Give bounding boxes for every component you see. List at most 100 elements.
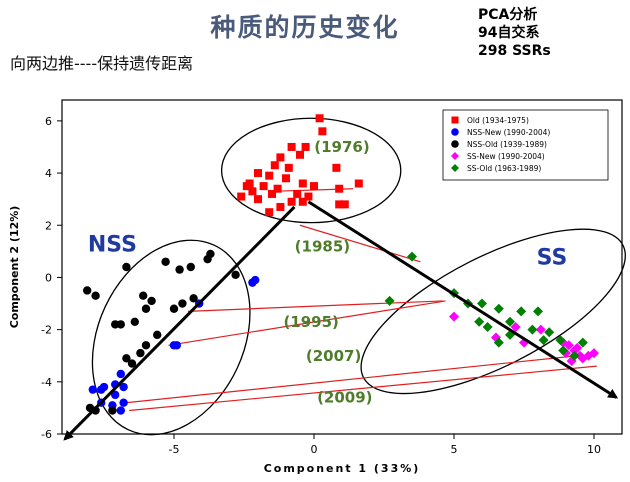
year-annotation: (2007) bbox=[306, 347, 361, 365]
data-point bbox=[335, 184, 344, 193]
data-point bbox=[248, 278, 257, 287]
data-point bbox=[315, 114, 324, 123]
legend-marker bbox=[451, 140, 459, 148]
data-point bbox=[161, 257, 170, 266]
data-point bbox=[270, 161, 279, 170]
data-point bbox=[538, 335, 549, 346]
info-line-lines: 94自交系 bbox=[478, 25, 540, 41]
legend-marker bbox=[451, 116, 459, 124]
legend-label: NSS-New (1990-2004) bbox=[467, 128, 550, 137]
data-point bbox=[231, 270, 240, 280]
year-annotation: (2009) bbox=[317, 389, 372, 407]
y-tick-label: 6 bbox=[45, 115, 52, 128]
y-tick-label: -6 bbox=[41, 428, 52, 441]
y-axis-label: Component 2 (12%) bbox=[8, 206, 21, 329]
data-point bbox=[136, 348, 145, 358]
data-point bbox=[265, 171, 274, 180]
data-point bbox=[139, 291, 148, 300]
data-point bbox=[577, 337, 588, 348]
data-point bbox=[449, 311, 459, 322]
legend-label: SS-New (1990-2004) bbox=[467, 152, 545, 161]
data-point bbox=[282, 174, 290, 183]
data-point bbox=[273, 184, 282, 193]
slide-title: 种质的历史变化 bbox=[210, 13, 400, 42]
data-point bbox=[268, 189, 276, 198]
connector-line bbox=[299, 224, 421, 263]
legend-marker bbox=[451, 128, 459, 136]
data-point bbox=[122, 262, 131, 272]
x-tick-label: -5 bbox=[169, 443, 180, 456]
data-point bbox=[477, 298, 487, 309]
info-line-markers: 298 SSRs bbox=[478, 43, 551, 59]
data-point bbox=[116, 369, 126, 379]
legend-label: SS-Old (1963-1989) bbox=[467, 164, 541, 173]
data-point bbox=[276, 202, 285, 211]
data-point bbox=[91, 291, 100, 300]
data-point bbox=[119, 398, 128, 407]
data-point bbox=[265, 208, 274, 217]
group-label: SS bbox=[537, 245, 568, 270]
data-point bbox=[276, 153, 285, 162]
data-point bbox=[298, 197, 307, 206]
x-tick-label: 10 bbox=[587, 443, 601, 456]
data-point bbox=[141, 341, 151, 350]
data-point bbox=[254, 169, 262, 178]
legend-label: Old (1934-1975) bbox=[467, 116, 529, 125]
data-point bbox=[555, 335, 566, 346]
data-point bbox=[558, 345, 569, 356]
data-point bbox=[493, 337, 504, 348]
y-tick-label: 4 bbox=[45, 167, 52, 180]
data-point bbox=[310, 182, 318, 191]
data-point bbox=[354, 179, 363, 188]
data-point bbox=[340, 200, 349, 209]
data-point bbox=[259, 182, 268, 191]
data-point bbox=[122, 354, 131, 363]
slide-subtitle: 向两边推----保持遗传距离 bbox=[10, 54, 194, 73]
legend-marker bbox=[451, 164, 459, 172]
connector-line bbox=[126, 355, 578, 404]
data-point bbox=[527, 324, 538, 335]
y-tick-label: -4 bbox=[41, 376, 52, 389]
x-tick-label: 0 bbox=[311, 443, 318, 456]
data-point bbox=[119, 382, 128, 392]
legend-marker bbox=[451, 152, 459, 160]
data-point bbox=[318, 127, 327, 136]
y-tick-label: 2 bbox=[45, 219, 52, 232]
data-point bbox=[203, 254, 212, 264]
data-point bbox=[510, 322, 521, 333]
data-point bbox=[130, 317, 139, 326]
data-point bbox=[589, 348, 599, 359]
data-point bbox=[237, 192, 246, 201]
data-point bbox=[301, 142, 310, 151]
data-point bbox=[544, 327, 555, 338]
data-point bbox=[83, 286, 92, 295]
analysis-info: PCA分析 94自交系 298 SSRs bbox=[478, 6, 551, 60]
info-line-pca: PCA分析 bbox=[478, 7, 538, 23]
data-point bbox=[108, 406, 117, 415]
legend-box bbox=[442, 109, 609, 181]
data-point bbox=[293, 189, 302, 198]
connector-line bbox=[168, 300, 446, 346]
data-point bbox=[474, 316, 485, 327]
y-tick-label: 0 bbox=[45, 271, 52, 284]
connector-line bbox=[129, 365, 597, 412]
data-point bbox=[563, 340, 574, 351]
data-point bbox=[111, 390, 120, 400]
data-point bbox=[189, 294, 198, 303]
data-point bbox=[577, 353, 588, 364]
data-point bbox=[186, 262, 195, 272]
data-point bbox=[296, 150, 304, 159]
plot-frame bbox=[61, 99, 623, 435]
data-point bbox=[304, 192, 313, 201]
data-point bbox=[516, 306, 527, 317]
data-point bbox=[248, 187, 257, 196]
data-point bbox=[298, 179, 307, 188]
data-point bbox=[111, 320, 120, 329]
trend-arrow bbox=[63, 205, 296, 441]
y-tick-label: -2 bbox=[41, 324, 52, 337]
data-point bbox=[332, 163, 341, 172]
legend-label: NSS-Old (1939-1989) bbox=[467, 140, 547, 149]
data-point bbox=[116, 406, 126, 415]
data-point bbox=[407, 251, 417, 262]
data-point bbox=[175, 265, 184, 274]
